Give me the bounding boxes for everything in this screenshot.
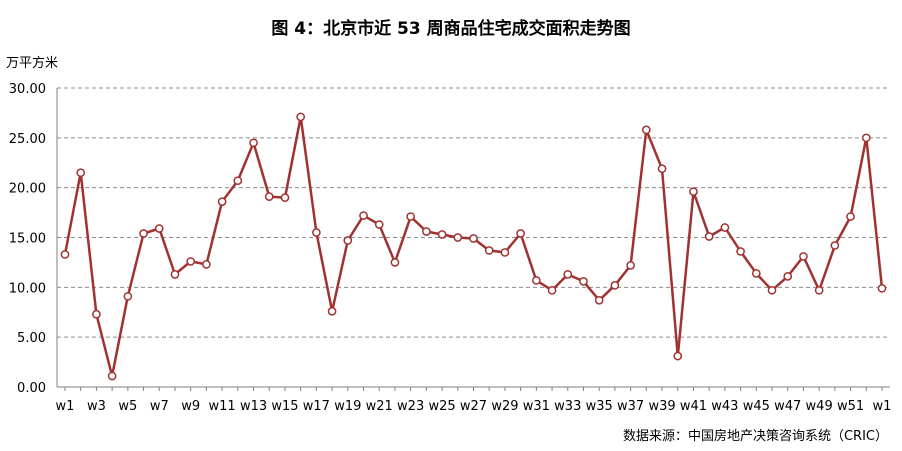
x-tick-label: w27: [460, 399, 487, 414]
x-tick-label: w45: [743, 399, 770, 414]
data-point: [861, 133, 871, 143]
data-point: [799, 252, 808, 261]
source-note: 数据来源：中国房地产决策咨询系统（CRIC）: [622, 429, 888, 444]
x-tick-label: w7: [150, 399, 169, 414]
data-point: [186, 257, 196, 266]
data-point: [233, 176, 243, 186]
data-point: [280, 193, 290, 202]
data-point: [641, 125, 651, 135]
x-tick-label: w49: [806, 399, 833, 414]
data-point: [60, 250, 70, 259]
data-point: [594, 295, 604, 305]
data-point: [359, 211, 368, 220]
data-point: [343, 236, 353, 245]
data-point: [704, 232, 714, 241]
x-tick-label: w39: [648, 399, 675, 414]
data-point: [406, 212, 416, 221]
data-point: [673, 351, 683, 361]
x-tick-label: w15: [271, 399, 298, 414]
data-point: [327, 306, 337, 316]
x-tick-label: w3: [87, 399, 106, 414]
y-tick-label: 25.00: [9, 132, 46, 147]
data-point: [154, 224, 164, 233]
x-tick-label: w17: [303, 399, 330, 414]
data-point: [249, 138, 258, 148]
data-point: [312, 228, 321, 237]
x-tick-label: w43: [711, 399, 738, 414]
data-point: [107, 371, 117, 381]
x-tick-label: w29: [491, 399, 518, 414]
data-point: [626, 261, 635, 270]
x-tick-label: w33: [554, 399, 581, 414]
data-point: [374, 220, 384, 229]
data-point: [264, 192, 274, 201]
data-point: [76, 168, 86, 178]
data-point: [170, 270, 180, 279]
data-point: [92, 309, 101, 319]
y-tick-label: 20.00: [9, 182, 46, 197]
data-point: [202, 260, 211, 269]
x-tick-label: w37: [617, 399, 644, 414]
data-point: [767, 285, 777, 295]
data-point: [296, 112, 306, 122]
x-tick-label: w47: [774, 399, 801, 414]
data-point: [563, 270, 573, 279]
x-tick-label: w35: [586, 399, 613, 414]
x-tick-label: w11: [209, 399, 236, 414]
data-point: [610, 280, 620, 290]
data-point: [736, 247, 745, 256]
data-point: [720, 223, 730, 232]
x-tick-label: w9: [181, 399, 200, 414]
y-tick-label: 5.00: [17, 331, 46, 346]
data-point: [422, 227, 431, 236]
x-tick-label: w41: [680, 399, 707, 414]
data-point: [579, 277, 588, 286]
x-tick-label: w23: [397, 399, 424, 414]
data-point: [657, 164, 667, 174]
y-tick-label: 10.00: [9, 281, 46, 296]
x-tick-label: w31: [523, 399, 550, 414]
data-point: [783, 272, 793, 281]
data-point: [751, 269, 761, 278]
y-tick-label: 30.00: [9, 82, 46, 97]
x-tick-label: w5: [118, 399, 137, 414]
x-tick-label: w1: [873, 399, 892, 414]
data-point: [547, 285, 557, 295]
x-tick-label: w51: [837, 399, 864, 414]
data-point: [846, 212, 855, 221]
y-axis-label: 万平方米: [6, 56, 59, 71]
data-point: [123, 291, 133, 301]
x-tick-label: w1: [56, 399, 75, 414]
data-point: [390, 258, 400, 267]
x-tick-label: w13: [240, 399, 267, 414]
x-tick-label: w21: [366, 399, 393, 414]
data-point: [689, 187, 698, 197]
data-point: [469, 234, 478, 243]
data-point: [217, 197, 227, 206]
data-point: [830, 241, 840, 250]
data-point: [516, 229, 525, 238]
data-point: [437, 230, 447, 239]
data-point: [814, 285, 824, 295]
x-tick-label: w19: [334, 399, 361, 414]
data-point: [453, 233, 463, 242]
data-point: [484, 246, 494, 255]
chart-title: 图 4：北京市近 53 周商品住宅成交面积走势图: [271, 19, 631, 39]
data-point: [531, 276, 541, 285]
data-point: [139, 229, 148, 238]
x-tick-label: w25: [428, 399, 455, 414]
y-tick-label: 0.00: [17, 381, 46, 396]
y-tick-label: 15.00: [9, 232, 46, 247]
data-point: [500, 248, 510, 257]
data-point: [877, 283, 887, 293]
